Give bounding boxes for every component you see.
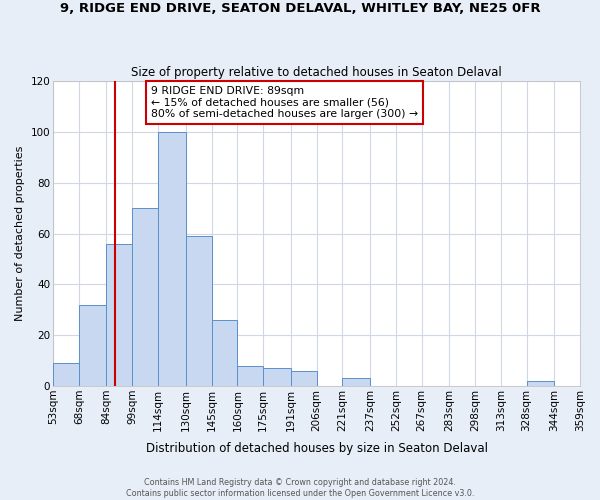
Text: 9 RIDGE END DRIVE: 89sqm
← 15% of detached houses are smaller (56)
80% of semi-d: 9 RIDGE END DRIVE: 89sqm ← 15% of detach… <box>151 86 418 119</box>
Bar <box>132 208 158 386</box>
Bar <box>53 363 79 386</box>
Text: 9, RIDGE END DRIVE, SEATON DELAVAL, WHITLEY BAY, NE25 0FR: 9, RIDGE END DRIVE, SEATON DELAVAL, WHIT… <box>59 2 541 16</box>
Text: Contains HM Land Registry data © Crown copyright and database right 2024.
Contai: Contains HM Land Registry data © Crown c… <box>126 478 474 498</box>
Y-axis label: Number of detached properties: Number of detached properties <box>15 146 25 321</box>
Bar <box>185 236 212 386</box>
Bar <box>212 320 238 386</box>
Bar <box>291 370 317 386</box>
Bar <box>527 381 554 386</box>
Bar <box>79 304 106 386</box>
Title: Size of property relative to detached houses in Seaton Delaval: Size of property relative to detached ho… <box>131 66 502 78</box>
Bar <box>238 366 263 386</box>
Bar <box>343 378 370 386</box>
X-axis label: Distribution of detached houses by size in Seaton Delaval: Distribution of detached houses by size … <box>146 442 488 455</box>
Bar <box>158 132 185 386</box>
Bar <box>263 368 291 386</box>
Bar <box>106 244 132 386</box>
